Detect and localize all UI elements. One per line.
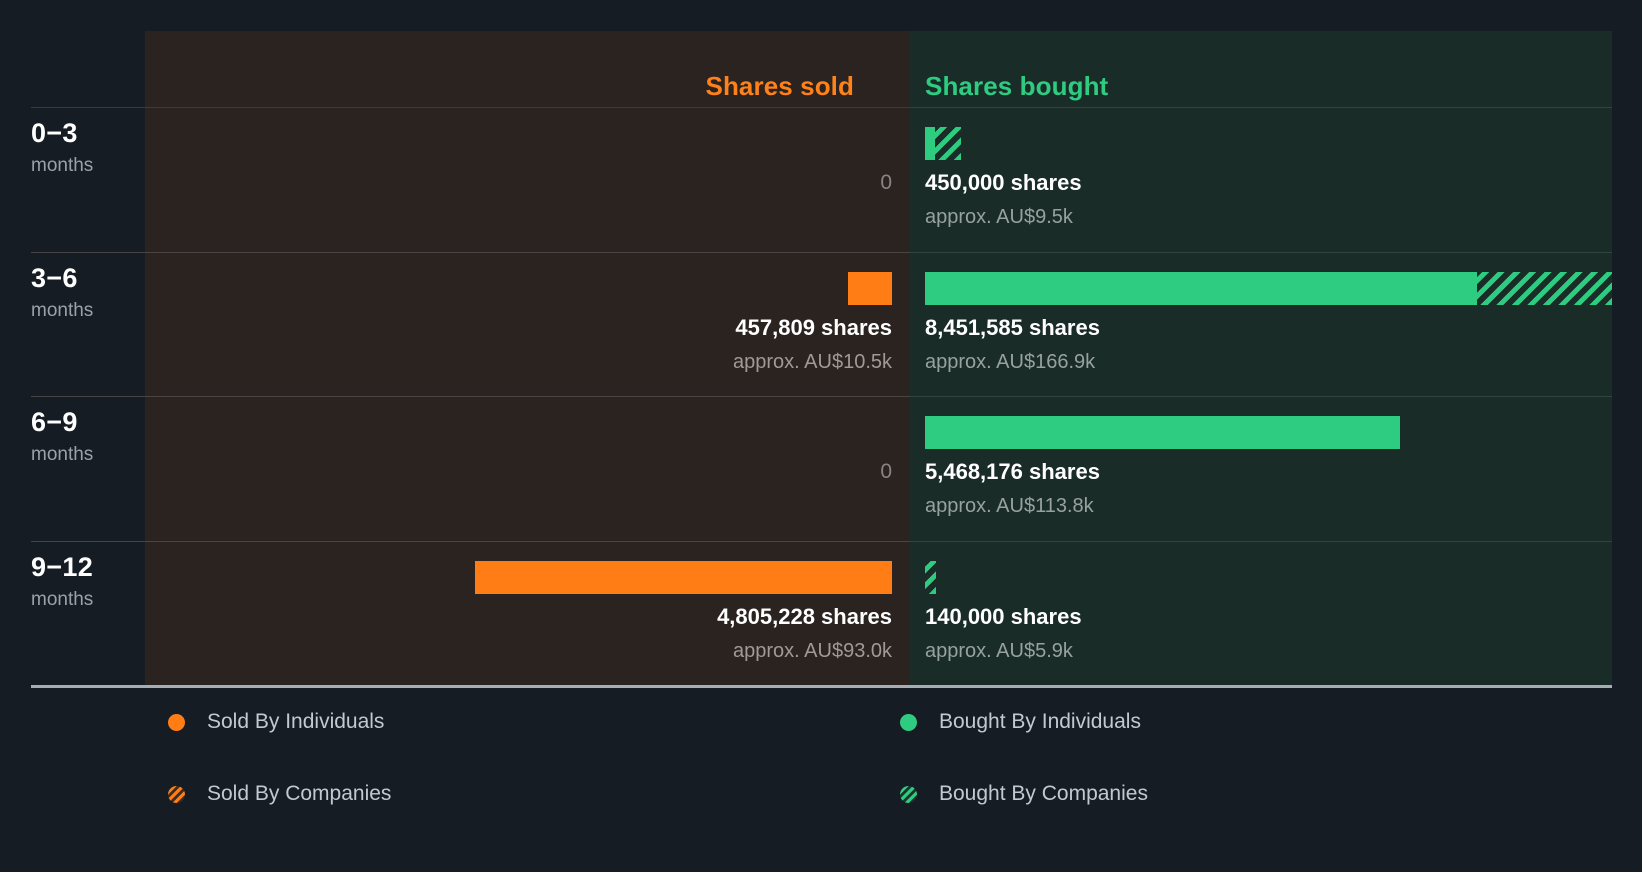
legend-item-bought-by-individuals[interactable]: Bought By Individuals	[900, 710, 1141, 734]
chart-rows: 0−3 months 0 450,000 shares approx. AU$9.5k 3…	[0, 107, 1642, 685]
shares-bought-column-band	[910, 31, 1612, 685]
hatched-circle-orange-icon	[168, 785, 185, 803]
bar-track	[145, 271, 892, 305]
bar-segment-individuals	[475, 560, 892, 594]
cell-text-block: 140,000 shares approx. AU$5.9k	[925, 603, 1082, 662]
shares-sold-header: Shares sold	[705, 71, 854, 101]
row-divider	[31, 251, 1612, 253]
row-period-unit: months	[31, 588, 94, 610]
chart-bottom-rule	[31, 685, 1612, 688]
row-divider	[31, 540, 1612, 542]
table-row: 3−6 months 457,809 shares approx. AU$10.5k 8…	[0, 251, 1642, 397]
bar-segment-companies	[925, 560, 936, 594]
cell-text-block: 8,451,585 shares approx. AU$166.9k	[925, 314, 1100, 373]
table-row: 0−3 months 0 450,000 shares approx. AU$9.5k	[0, 107, 1642, 252]
row-period-range: 0−3	[31, 118, 78, 148]
bar-segment-individuals	[848, 271, 892, 305]
chart-header: Shares sold Shares bought	[0, 31, 1642, 107]
bar-track	[925, 560, 1612, 594]
solid-circle-green-icon	[900, 713, 917, 731]
shares-bought-cell[interactable]: 5,468,176 shares approx. AU$113.8k	[910, 396, 1612, 541]
row-divider-bought	[910, 540, 1612, 542]
cell-text-block: 450,000 shares approx. AU$9.5k	[925, 170, 1082, 229]
bar-track	[925, 416, 1612, 449]
row-divider-bought	[910, 251, 1612, 253]
cell-approx-value: approx. AU$166.9k	[925, 350, 1096, 373]
row-divider	[31, 107, 1612, 108]
cell-approx-value: approx. AU$5.9k	[925, 639, 1073, 662]
hatched-circle-green-icon	[900, 785, 917, 803]
shares-sold-cell[interactable]: 0	[145, 396, 910, 541]
row-period-unit: months	[31, 444, 94, 466]
cell-value-zero: 0	[880, 460, 892, 483]
shares-bought-cell[interactable]: 8,451,585 shares approx. AU$166.9k	[910, 252, 1612, 397]
legend-label: Sold By Individuals	[207, 710, 385, 733]
legend-item-sold-by-individuals[interactable]: Sold By Individuals	[168, 710, 384, 734]
shares-bought-cell[interactable]: 450,000 shares approx. AU$9.5k	[910, 107, 1612, 252]
cell-approx-value: approx. AU$9.5k	[925, 206, 1073, 229]
cell-shares-value: 457,809 shares	[735, 314, 892, 340]
cell-approx-value: approx. AU$10.5k	[733, 350, 892, 373]
row-period-label: 3−6 months	[31, 262, 141, 321]
cell-shares-value: 8,451,585 shares	[925, 314, 1100, 340]
cell-shares-value: 4,805,228 shares	[717, 603, 892, 629]
row-period-label: 9−12 months	[31, 551, 141, 610]
row-period-label: 0−3 months	[31, 118, 141, 177]
row-period-range: 9−12	[31, 551, 94, 582]
bar-track	[925, 127, 1612, 160]
legend-label: Sold By Companies	[207, 782, 392, 805]
legend-label: Bought By Companies	[939, 782, 1148, 805]
bar-segment-individuals	[925, 416, 1400, 449]
row-divider-bought	[910, 107, 1612, 108]
shares-bought-cell[interactable]: 140,000 shares approx. AU$5.9k	[910, 541, 1612, 686]
solid-circle-orange-icon	[168, 713, 185, 731]
cell-shares-value: 140,000 shares	[925, 603, 1082, 629]
shares-bought-header: Shares bought	[925, 71, 1109, 101]
cell-text-block: 4,805,228 shares approx. AU$93.0k	[717, 603, 892, 662]
table-row: 9−12 months 4,805,228 shares approx. AU$93.…	[0, 540, 1642, 686]
table-row: 6−9 months 0 5,468,176 shares approx. AU$113…	[0, 396, 1642, 541]
bar-segment-individuals	[925, 127, 935, 160]
shares-sold-cell[interactable]: 0	[145, 107, 910, 252]
legend-label: Bought By Individuals	[939, 710, 1141, 733]
bar-track	[925, 271, 1612, 305]
bar-segment-companies	[935, 127, 961, 160]
cell-shares-value: 450,000 shares	[925, 170, 1082, 195]
row-period-range: 6−9	[31, 407, 78, 437]
cell-shares-value: 5,468,176 shares	[925, 459, 1100, 484]
shares-sold-cell[interactable]: 457,809 shares approx. AU$10.5k	[145, 252, 910, 397]
bar-segment-individuals	[925, 271, 1477, 305]
cell-approx-value: approx. AU$93.0k	[733, 639, 892, 662]
shares-sold-cell[interactable]: 4,805,228 shares approx. AU$93.0k	[145, 541, 910, 686]
cell-approx-value: approx. AU$113.8k	[925, 495, 1094, 518]
cell-text-block: 457,809 shares approx. AU$10.5k	[733, 314, 892, 373]
row-divider	[31, 396, 1612, 397]
bar-track	[145, 560, 892, 594]
legend-item-bought-by-companies[interactable]: Bought By Companies	[900, 782, 1148, 806]
row-period-unit: months	[31, 155, 94, 177]
row-period-label: 6−9 months	[31, 407, 141, 466]
row-period-range: 3−6	[31, 262, 78, 293]
cell-value-zero: 0	[880, 171, 892, 194]
row-divider-bought	[910, 396, 1612, 397]
cell-text-block: 5,468,176 shares approx. AU$113.8k	[925, 459, 1100, 518]
legend-item-sold-by-companies[interactable]: Sold By Companies	[168, 782, 391, 806]
bar-segment-companies	[1477, 271, 1612, 305]
row-period-unit: months	[31, 299, 94, 321]
